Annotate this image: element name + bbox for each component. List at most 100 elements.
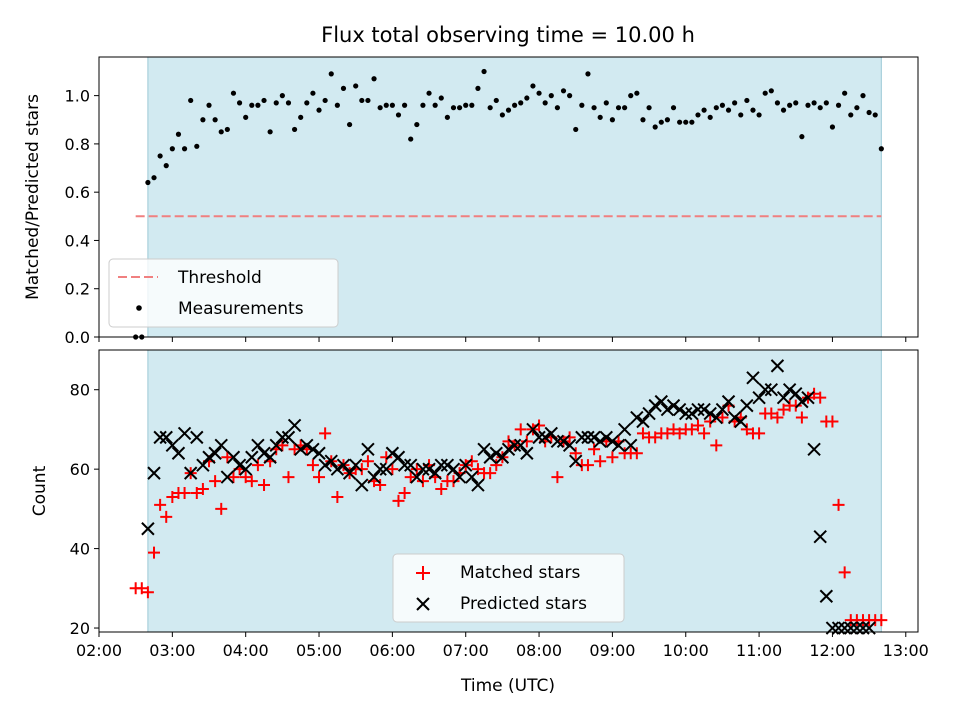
- matched-point: [239, 471, 252, 484]
- legend-threshold-label: Threshold: [177, 268, 262, 288]
- measurement-point: [322, 97, 328, 104]
- predicted-point: [819, 589, 834, 603]
- measurement-point: [842, 90, 848, 96]
- matched-point: [258, 479, 271, 492]
- matched-point: [380, 451, 393, 464]
- bottom-y-label: Count: [30, 465, 50, 516]
- measurement-point: [230, 90, 237, 96]
- matched-point: [875, 614, 888, 627]
- predicted-point: [196, 458, 210, 472]
- predicted-point: [648, 398, 662, 413]
- predicted-point: [538, 430, 552, 445]
- predicted-point: [220, 470, 235, 484]
- measurement-point: [560, 88, 567, 94]
- measurement-point: [389, 102, 395, 108]
- bottom-y-tick-label: 60: [70, 460, 90, 479]
- measurement-point: [805, 102, 811, 108]
- predicted-point: [789, 386, 803, 401]
- predicted-point: [269, 438, 283, 453]
- predicted-point: [202, 450, 216, 464]
- matched-point: [698, 427, 711, 440]
- measurement-point: [548, 93, 554, 99]
- matched-point: [765, 407, 778, 420]
- matched-point: [319, 427, 332, 440]
- predicted-point: [404, 458, 418, 472]
- matched-point: [636, 427, 649, 440]
- matched-point: [777, 403, 790, 416]
- measurement-point: [175, 131, 182, 137]
- measurement-point: [829, 124, 836, 130]
- measurement-point: [750, 107, 756, 113]
- measurement-point: [591, 105, 597, 111]
- measurement-point: [787, 102, 793, 108]
- measurement-point: [261, 97, 267, 104]
- measurement-point: [444, 114, 450, 120]
- predicted-point: [758, 383, 772, 397]
- measurement-point: [732, 100, 738, 106]
- measurement-point: [677, 119, 683, 125]
- matched-point: [606, 451, 619, 464]
- predicted-point: [782, 383, 797, 397]
- predicted-point: [177, 426, 192, 441]
- matched-point: [581, 459, 594, 472]
- bottom-y-tick-label: 40: [70, 540, 90, 559]
- bottom-y-tick-label: 80: [70, 381, 90, 400]
- predicted-point: [532, 430, 546, 445]
- predicted-point: [764, 383, 779, 397]
- measurement-point: [316, 107, 322, 113]
- matched-point: [148, 546, 161, 559]
- matched-point: [282, 471, 295, 484]
- x-tick-label: 02:00: [76, 641, 122, 660]
- measurement-point: [255, 102, 261, 108]
- matched-point: [221, 451, 234, 464]
- measurement-point: [365, 97, 371, 104]
- measurement-point: [634, 90, 640, 96]
- counts-series: [129, 359, 888, 635]
- matched-point: [691, 419, 704, 432]
- predicted-point: [208, 446, 222, 460]
- top-y-tick-label: 0.4: [65, 231, 90, 250]
- predicted-point: [507, 438, 522, 453]
- measurement-point: [163, 163, 169, 169]
- predicted-point: [642, 406, 656, 421]
- measurement-point: [151, 175, 157, 181]
- predicted-point: [446, 462, 461, 476]
- legend-predicted-swatch: [416, 597, 430, 611]
- predicted-point: [734, 414, 748, 429]
- predicted-point: [709, 410, 724, 425]
- measurement-point: [597, 114, 603, 120]
- measurement-point: [793, 100, 799, 106]
- predicted-point: [697, 402, 711, 417]
- predicted-point: [416, 462, 430, 476]
- matched-point: [154, 498, 167, 511]
- measurement-point: [285, 100, 292, 106]
- predicted-point: [324, 454, 338, 468]
- measurement-point: [224, 126, 230, 133]
- measurement-point: [243, 114, 249, 120]
- x-tick-label: 09:00: [589, 641, 635, 660]
- matched-point: [227, 471, 240, 484]
- measurement-point: [536, 90, 542, 96]
- matched-point: [661, 427, 674, 440]
- measurement-point: [585, 71, 591, 77]
- measurement-point: [432, 102, 438, 108]
- measurement-point: [872, 112, 878, 118]
- measurement-point: [328, 71, 334, 77]
- measurement-point: [377, 105, 383, 111]
- legend-predicted-label: Predicted stars: [460, 594, 587, 614]
- predicted-point: [422, 462, 436, 476]
- predicted-point: [263, 450, 277, 464]
- predicted-point: [232, 458, 247, 472]
- predicted-point: [569, 454, 583, 468]
- bottom-y-axis: 20 40 60 80: [70, 381, 99, 638]
- matched-point: [392, 494, 405, 507]
- matched-point: [465, 455, 478, 468]
- predicted-point: [654, 394, 669, 409]
- matched-point: [551, 471, 564, 484]
- measurement-point: [866, 109, 872, 116]
- matched-point: [569, 447, 582, 460]
- predicted-point: [379, 462, 393, 476]
- predicted-point: [587, 430, 601, 445]
- predicted-point: [599, 430, 613, 445]
- measurement-point: [401, 102, 408, 108]
